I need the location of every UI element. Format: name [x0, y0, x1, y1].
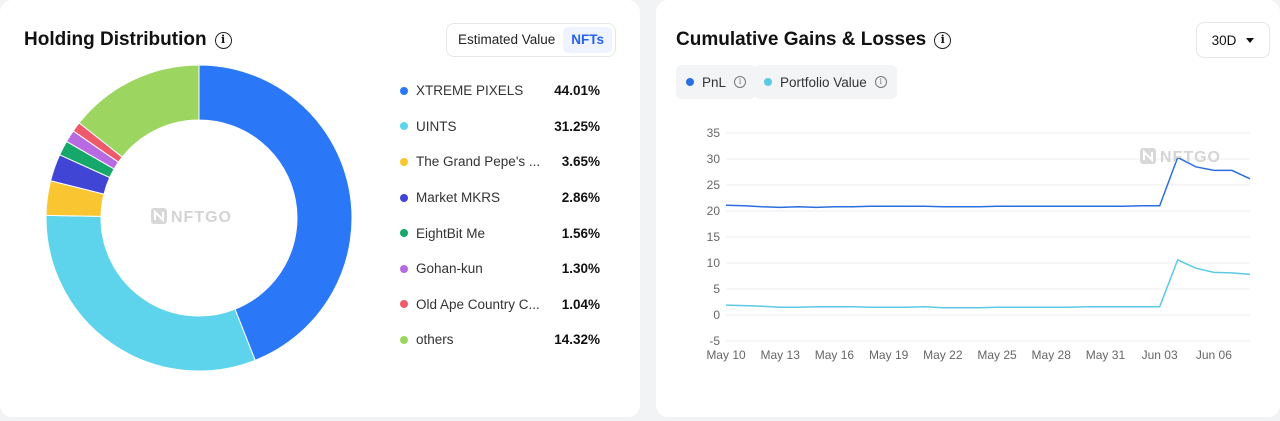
- legend-item[interactable]: The Grand Pepe's ... 3.65%: [400, 144, 600, 180]
- legend-dot: [400, 264, 408, 273]
- pnl-dot: [686, 78, 694, 86]
- legend-dot: [400, 229, 408, 238]
- x-tick-label: Jun 03: [1142, 348, 1178, 362]
- holding-title-text: Holding Distribution: [24, 29, 207, 50]
- portfolio-dot: [764, 78, 772, 86]
- cumulative-gains-card: Cumulative Gains & Losses i 30D PnL i Po…: [656, 0, 1280, 417]
- legend-item[interactable]: EightBit Me 1.56%: [400, 215, 600, 251]
- y-tick-label: 5: [713, 282, 720, 296]
- x-tick-label: May 16: [815, 348, 855, 362]
- x-tick-label: May 31: [1086, 348, 1126, 362]
- legend-dot: [400, 300, 408, 309]
- watermark-text: NFTGO: [1160, 149, 1221, 166]
- nftgo-watermark: NFTGO: [1140, 148, 1221, 166]
- legend-item[interactable]: Old Ape Country C... 1.04%: [400, 287, 600, 323]
- legend-label: others: [416, 332, 454, 348]
- legend-label: EightBit Me: [416, 225, 486, 241]
- y-tick-label: 25: [707, 178, 721, 192]
- legend-percent: 1.04%: [561, 296, 600, 312]
- y-tick-label: 0: [713, 308, 720, 322]
- holding-distribution-title: Holding Distribution i: [24, 29, 232, 51]
- legend-pnl[interactable]: PnL i: [676, 65, 757, 99]
- x-tick-label: May 22: [923, 348, 963, 362]
- gains-title-text: Cumulative Gains & Losses: [676, 29, 927, 50]
- legend-pnl-label: PnL: [702, 74, 727, 90]
- holding-donut-chart: NFTGO: [45, 64, 353, 372]
- legend-percent: 1.30%: [561, 261, 600, 277]
- legend-label: The Grand Pepe's ...: [416, 154, 540, 170]
- legend-dot: [400, 86, 408, 95]
- info-icon[interactable]: i: [934, 31, 952, 49]
- legend-item[interactable]: XTREME PIXELS 44.01%: [400, 73, 600, 109]
- legend-dot: [400, 122, 408, 131]
- x-tick-label: May 10: [706, 348, 746, 362]
- legend-percent: 2.86%: [561, 190, 600, 206]
- legend-label: XTREME PIXELS: [416, 83, 524, 99]
- info-icon[interactable]: i: [734, 76, 747, 88]
- time-range-value: 30D: [1211, 32, 1237, 48]
- y-tick-label: 20: [707, 204, 721, 218]
- x-tick-label: May 13: [761, 348, 801, 362]
- x-tick-label: May 25: [977, 348, 1017, 362]
- legend-item[interactable]: UINTS 31.25%: [400, 109, 600, 145]
- legend-portfolio-value[interactable]: Portfolio Value i: [754, 65, 897, 99]
- legend-label: Old Ape Country C...: [416, 296, 540, 312]
- watermark-text: NFTGO: [171, 209, 232, 226]
- donut-slice-1[interactable]: [198, 64, 353, 361]
- legend-dot: [400, 157, 408, 166]
- gains-line-chart: -5 0 5 10 15 20 25 30 35 May 10 May 13 May 16 May 1…: [706, 126, 1251, 362]
- legend-percent: 31.25%: [554, 118, 600, 134]
- holding-legend: XTREME PIXELS 44.01% UINTS 31.25% The Grand …: [400, 73, 600, 358]
- x-tick-label: May 28: [1032, 348, 1072, 362]
- info-icon[interactable]: i: [874, 76, 887, 88]
- legend-dot: [400, 193, 408, 202]
- legend-label: UINTS: [416, 118, 457, 134]
- legend-item[interactable]: Market MKRS 2.86%: [400, 180, 600, 216]
- y-tick-label: 30: [707, 152, 721, 166]
- info-icon[interactable]: i: [214, 31, 232, 49]
- pnl-line[interactable]: [725, 156, 1251, 209]
- y-tick-label: 15: [707, 230, 721, 244]
- portfolio-value-line[interactable]: [725, 258, 1251, 309]
- donut-slice-8[interactable]: [78, 64, 200, 158]
- x-tick-label: May 19: [869, 348, 909, 362]
- caret-down-icon: [1246, 37, 1255, 43]
- nftgo-watermark: NFTGO: [151, 208, 232, 226]
- legend-percent: 14.32%: [554, 332, 600, 348]
- donut-slice-2[interactable]: [45, 214, 256, 372]
- legend-item[interactable]: Gohan-kun 1.30%: [400, 251, 600, 287]
- y-tick-label: 10: [707, 256, 721, 270]
- legend-item[interactable]: others 14.32%: [400, 322, 600, 358]
- cumulative-gains-title: Cumulative Gains & Losses i: [676, 29, 952, 51]
- toggle-estimated-value[interactable]: Estimated Value: [457, 32, 556, 47]
- legend-portfolio-label: Portfolio Value: [780, 74, 867, 90]
- legend-percent: 44.01%: [554, 83, 600, 99]
- toggle-nfts[interactable]: NFTs: [563, 27, 612, 53]
- y-tick-label: -5: [709, 334, 720, 348]
- y-tick-label: 35: [707, 126, 721, 140]
- legend-dot: [400, 335, 408, 344]
- time-range-dropdown[interactable]: 30D: [1196, 22, 1270, 58]
- holding-distribution-card: Holding Distribution i Estimated Value N…: [0, 0, 640, 417]
- x-tick-label: Jun 06: [1196, 348, 1232, 362]
- legend-percent: 1.56%: [561, 225, 600, 241]
- legend-label: Market MKRS: [416, 190, 501, 206]
- legend-label: Gohan-kun: [416, 261, 483, 277]
- legend-percent: 3.65%: [561, 154, 600, 170]
- value-type-toggle: Estimated Value NFTs: [445, 23, 616, 57]
